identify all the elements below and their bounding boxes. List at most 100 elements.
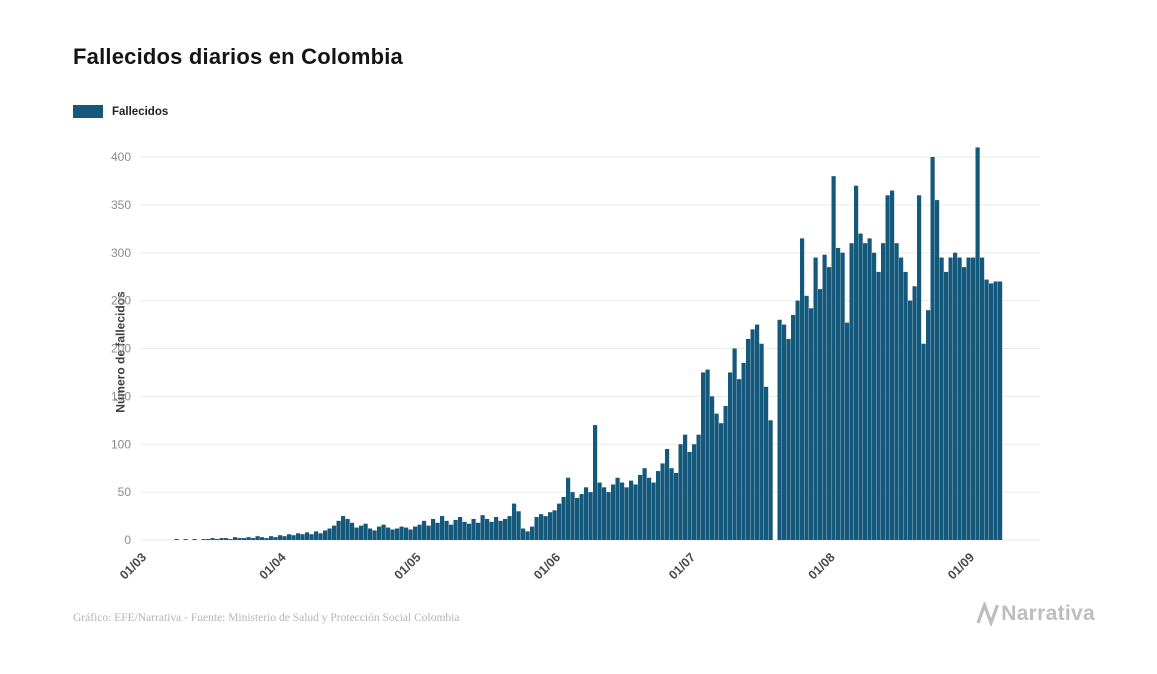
bar xyxy=(471,518,476,540)
bar xyxy=(881,243,886,541)
bar-chart-svg: 0 50 100 150 200 250 300 350 400 01/03 01/04 01/05 0… xyxy=(111,147,1040,582)
bar xyxy=(372,530,377,540)
bar xyxy=(435,522,440,540)
bar xyxy=(336,520,341,540)
bar xyxy=(732,348,737,540)
bar xyxy=(309,534,314,540)
bar xyxy=(422,520,427,540)
bar xyxy=(759,343,764,540)
bar xyxy=(890,190,895,540)
plot-area: 0 50 100 150 200 250 300 350 400 01/03 01/04 01/05 0… xyxy=(0,130,1157,600)
x-tick-label: 01/09 xyxy=(945,550,977,582)
bar xyxy=(548,512,553,540)
y-tick-label: 50 xyxy=(118,485,132,499)
bar xyxy=(795,300,800,540)
y-tick-label: 0 xyxy=(124,533,131,547)
bar xyxy=(399,526,404,540)
bar xyxy=(413,526,418,540)
bar xyxy=(224,538,229,540)
bar xyxy=(705,369,710,540)
bar xyxy=(611,484,616,540)
bar xyxy=(791,314,796,540)
bar xyxy=(714,413,719,540)
bar xyxy=(692,444,697,540)
bar xyxy=(719,423,724,540)
bar xyxy=(476,522,481,540)
x-tick-label: 01/04 xyxy=(257,550,289,582)
bar xyxy=(300,534,305,540)
bar xyxy=(314,531,319,540)
bar xyxy=(683,434,688,540)
bar xyxy=(845,322,850,540)
bar xyxy=(809,308,814,540)
bar xyxy=(323,530,328,540)
bar xyxy=(831,176,836,540)
source-credit: Gráfico: EFE/Narrativa - Fuente: Ministe… xyxy=(73,612,460,624)
bar xyxy=(782,324,787,540)
bar xyxy=(215,539,220,540)
bar xyxy=(629,480,634,540)
bar xyxy=(318,533,323,540)
bar xyxy=(264,538,269,540)
bar xyxy=(516,511,521,540)
bar xyxy=(557,503,562,540)
bar xyxy=(530,526,535,540)
bar xyxy=(377,526,382,540)
bar xyxy=(840,252,845,540)
bar xyxy=(381,524,386,540)
bar xyxy=(458,517,463,540)
bar xyxy=(930,157,935,540)
bar xyxy=(291,535,296,540)
bar xyxy=(210,538,215,540)
bar xyxy=(255,536,260,540)
bar xyxy=(606,492,611,540)
bar xyxy=(201,539,206,540)
bar xyxy=(467,523,472,540)
bar xyxy=(332,525,337,540)
bar xyxy=(462,521,467,540)
bar xyxy=(894,243,899,541)
bar xyxy=(503,518,508,540)
y-tick-label: 350 xyxy=(111,198,131,212)
y-tick-label: 150 xyxy=(111,389,131,403)
bar xyxy=(737,379,742,540)
bar xyxy=(953,252,958,540)
bar xyxy=(480,515,485,540)
bar xyxy=(498,520,503,540)
bar xyxy=(183,539,188,540)
bar xyxy=(449,524,454,540)
bar xyxy=(746,338,751,540)
bar xyxy=(854,185,859,540)
bar xyxy=(867,238,872,540)
x-tick-label: 01/03 xyxy=(117,550,149,582)
bar xyxy=(363,523,368,540)
legend-label: Fallecidos xyxy=(112,105,169,118)
bar xyxy=(665,449,670,540)
bar xyxy=(669,468,674,540)
bar xyxy=(984,279,989,540)
bar xyxy=(741,362,746,540)
bar xyxy=(345,518,350,540)
bar xyxy=(597,482,602,540)
y-tick-label: 100 xyxy=(111,437,131,451)
bar xyxy=(579,494,584,540)
bar xyxy=(269,536,274,540)
bar xyxy=(966,257,971,540)
x-tick-label: 01/08 xyxy=(806,550,838,582)
bar xyxy=(525,531,530,540)
bar xyxy=(687,451,692,540)
bar xyxy=(935,200,940,540)
bar xyxy=(296,533,301,540)
bar xyxy=(273,537,278,540)
bar xyxy=(354,527,359,540)
narrativa-logo: Narrativa xyxy=(975,602,1095,626)
x-tick-label: 01/06 xyxy=(531,550,563,582)
bar xyxy=(786,338,791,540)
bar xyxy=(489,521,494,540)
narrativa-logo-icon xyxy=(976,602,1000,626)
bar xyxy=(588,492,593,540)
bar xyxy=(431,518,436,540)
bar xyxy=(899,257,904,540)
bar xyxy=(827,267,832,540)
